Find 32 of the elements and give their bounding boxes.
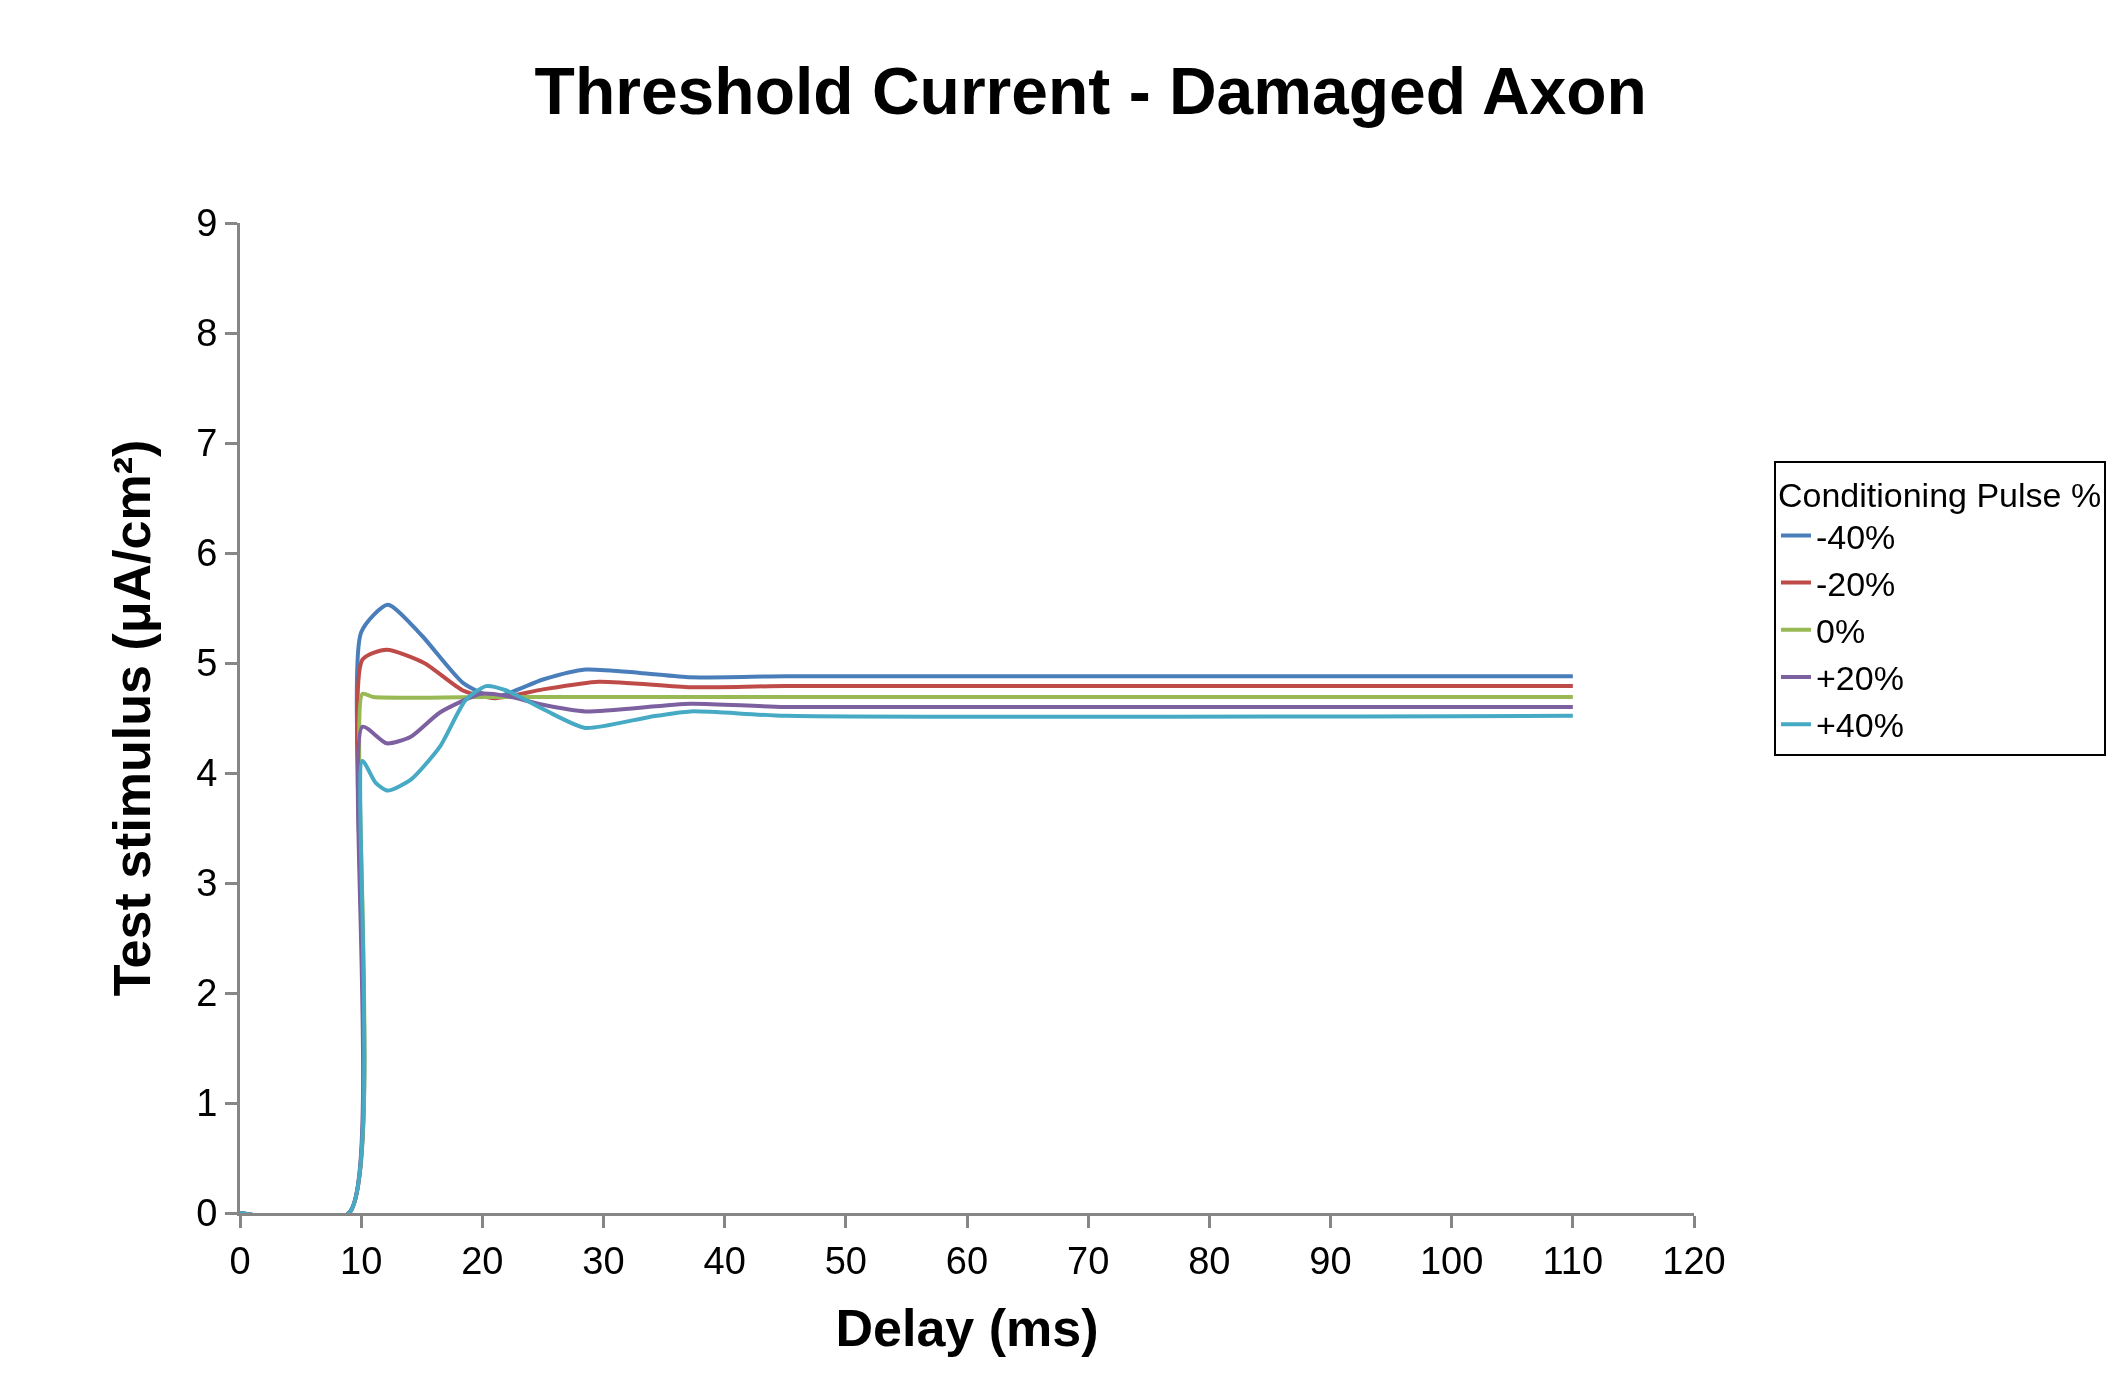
legend-label: +40% [1815, 706, 1904, 745]
y-tick-label: 7 [196, 422, 218, 465]
legend-label: +20% [1815, 659, 1904, 698]
x-tick-label: 60 [945, 1239, 989, 1282]
y-tick-label: 1 [196, 1082, 218, 1125]
x-tick-label: 30 [582, 1239, 625, 1282]
x-tick-label: 110 [1542, 1239, 1604, 1282]
legend-label: -20% [1815, 564, 1896, 603]
x-tick-label: 70 [1067, 1239, 1110, 1282]
legend-label: 0% [1815, 612, 1866, 651]
x-tick-label: 40 [703, 1239, 746, 1282]
y-tick-label: 6 [196, 532, 218, 575]
x-tick-label: 20 [461, 1239, 504, 1282]
y-tick-label: 0 [196, 1192, 218, 1235]
x-tick-label: 80 [1188, 1239, 1231, 1282]
y-axis-title: Test stimulus (μA/cm²) [102, 439, 161, 997]
legend-label: -40% [1815, 517, 1896, 556]
y-tick-label: 4 [196, 752, 218, 795]
x-tick-label: 50 [824, 1239, 867, 1282]
y-tick-label: 5 [196, 642, 218, 685]
y-tick-label: 3 [196, 862, 218, 905]
x-tick-label: 10 [340, 1239, 383, 1282]
chart-title: Threshold Current - Damaged Axon [534, 53, 1647, 128]
x-tick-label: 90 [1309, 1239, 1352, 1282]
x-tick-label: 120 [1662, 1239, 1726, 1282]
x-axis-title: Delay (ms) [835, 1299, 1099, 1358]
y-tick-label: 8 [196, 312, 218, 355]
y-tick-label: 2 [196, 972, 218, 1015]
x-tick-label: 100 [1419, 1239, 1484, 1282]
x-tick-label: 0 [229, 1239, 251, 1282]
y-tick-label: 9 [196, 202, 218, 245]
legend-title: Conditioning Pulse % [1777, 475, 2102, 514]
